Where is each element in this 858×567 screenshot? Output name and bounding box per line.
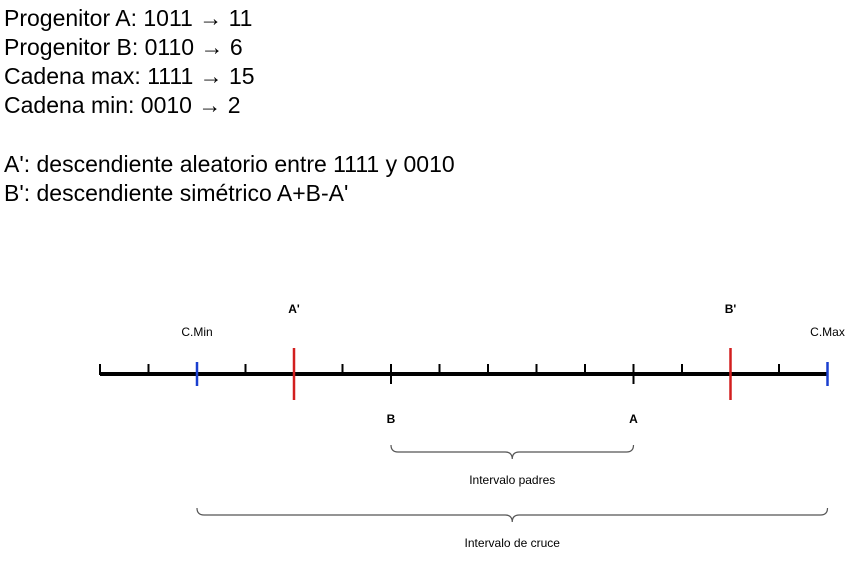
b-prime-line: B': descendiente simétrico A+B-A' <box>4 180 349 206</box>
tick-marks <box>99 364 780 375</box>
a-prime-line: A': descendiente aleatorio entre 1111 y … <box>4 151 455 177</box>
marker-label-a: A <box>629 412 638 426</box>
marker-label-bprime: B' <box>725 302 737 316</box>
marker-label-cmax: C.Max <box>810 325 845 339</box>
marker-label-b: B <box>387 412 396 426</box>
cadena-min-line: Cadena min: 0010 → 2 <box>4 92 241 118</box>
cadena-max-line: Cadena max: 1111 → 15 <box>4 63 255 89</box>
marker-label-cmin: C.Min <box>181 325 212 339</box>
brace-intervalo-padres <box>390 444 635 460</box>
marker-label-aprime: A' <box>288 302 300 316</box>
progenitor-a-line: Progenitor A: 1011 → 11 <box>4 5 253 31</box>
brace-intervalo-cruce <box>196 507 829 523</box>
brace-intervalo-padres-label: Intervalo padres <box>469 473 555 487</box>
braces: Intervalo padres Intervalo de cruce <box>196 444 829 550</box>
brace-intervalo-cruce-label: Intervalo de cruce <box>465 536 561 550</box>
markers: C.Min A' B A B' C.Max <box>181 302 845 426</box>
description-text: Progenitor A: 1011 → 11 Progenitor B: 01… <box>4 4 455 208</box>
progenitor-b-line: Progenitor B: 0110 → 6 <box>4 34 243 60</box>
